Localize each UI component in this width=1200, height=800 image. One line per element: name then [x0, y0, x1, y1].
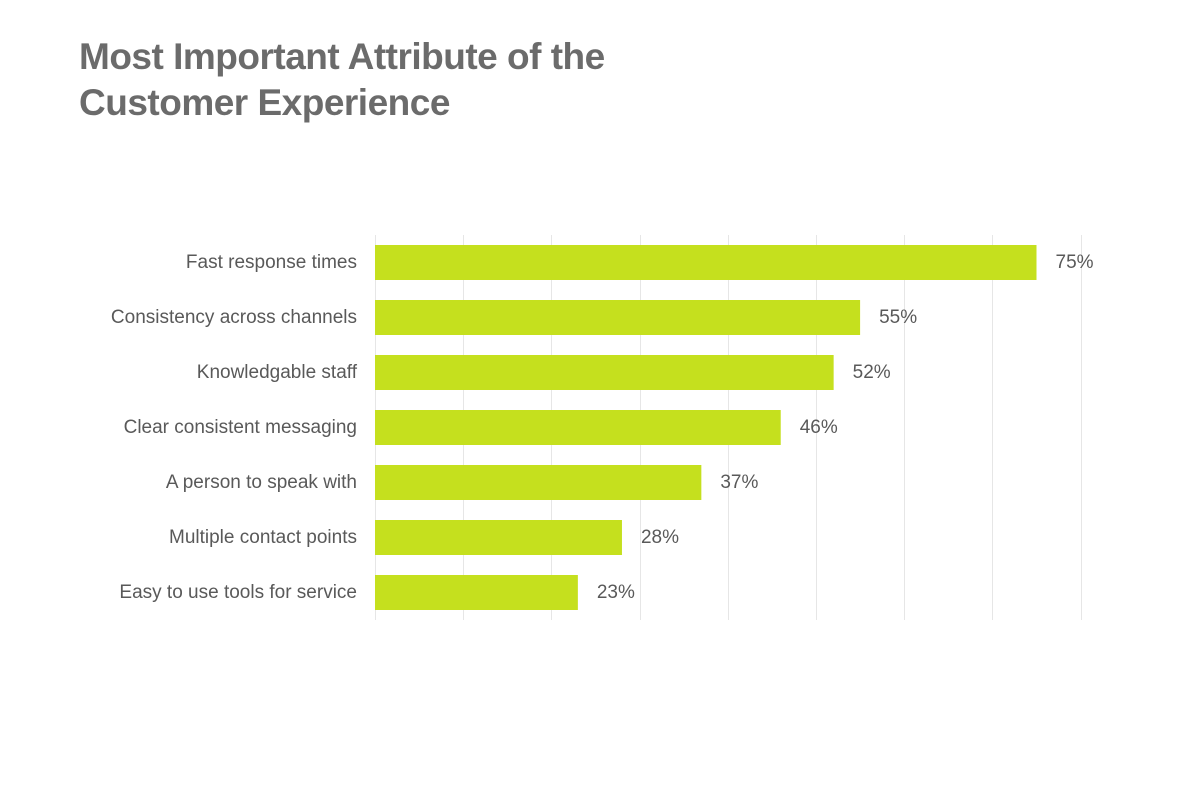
category-label: Easy to use tools for service	[119, 582, 357, 603]
category-label: Clear consistent messaging	[124, 417, 357, 438]
bar	[375, 300, 861, 335]
value-label: 52%	[853, 362, 891, 383]
bar	[375, 520, 622, 555]
value-label: 23%	[597, 582, 635, 603]
chart-title-line-1: Most Important Attribute of the	[79, 36, 605, 77]
category-label: Multiple contact points	[169, 527, 357, 548]
category-label: Fast response times	[186, 252, 357, 273]
bars	[375, 245, 1037, 610]
bar	[375, 465, 702, 500]
category-labels: Fast response times Consistency across ch…	[111, 252, 358, 603]
bar	[375, 575, 578, 610]
bar	[375, 245, 1037, 280]
value-label: 46%	[800, 417, 838, 438]
category-label: A person to speak with	[166, 472, 357, 493]
value-label: 55%	[879, 307, 917, 328]
bar	[375, 410, 781, 445]
value-label: 37%	[720, 472, 758, 493]
bar	[375, 355, 834, 390]
value-label: 28%	[641, 527, 679, 548]
value-labels: 75% 55% 52% 46% 37% 28% 23%	[597, 252, 1094, 603]
category-label: Consistency across channels	[111, 307, 357, 328]
value-label: 75%	[1056, 252, 1094, 273]
category-label: Knowledgable staff	[197, 362, 358, 383]
chart-title-line-2: Customer Experience	[79, 82, 450, 123]
chart-title: Most Important Attribute of the Customer…	[79, 34, 779, 126]
